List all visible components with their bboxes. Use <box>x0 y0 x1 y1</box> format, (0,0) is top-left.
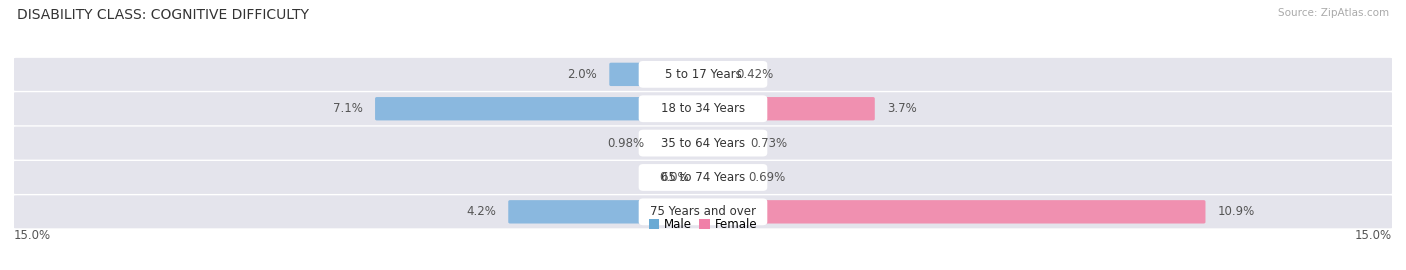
FancyBboxPatch shape <box>638 198 768 225</box>
Text: 18 to 34 Years: 18 to 34 Years <box>661 102 745 115</box>
Text: 75 Years and over: 75 Years and over <box>650 205 756 218</box>
FancyBboxPatch shape <box>508 200 704 224</box>
FancyBboxPatch shape <box>657 131 704 155</box>
FancyBboxPatch shape <box>638 130 768 157</box>
Text: 0.73%: 0.73% <box>751 137 787 150</box>
FancyBboxPatch shape <box>11 161 1395 194</box>
Text: 0.0%: 0.0% <box>659 171 689 184</box>
FancyBboxPatch shape <box>11 195 1395 228</box>
Text: Source: ZipAtlas.com: Source: ZipAtlas.com <box>1278 8 1389 18</box>
FancyBboxPatch shape <box>638 61 768 88</box>
Text: 15.0%: 15.0% <box>14 230 51 242</box>
Text: 2.0%: 2.0% <box>568 68 598 81</box>
FancyBboxPatch shape <box>638 95 768 122</box>
Text: 65 to 74 Years: 65 to 74 Years <box>661 171 745 184</box>
FancyBboxPatch shape <box>702 63 724 86</box>
FancyBboxPatch shape <box>11 58 1395 91</box>
Text: 7.1%: 7.1% <box>333 102 363 115</box>
Text: 4.2%: 4.2% <box>467 205 496 218</box>
Text: DISABILITY CLASS: COGNITIVE DIFFICULTY: DISABILITY CLASS: COGNITIVE DIFFICULTY <box>17 8 309 22</box>
FancyBboxPatch shape <box>702 97 875 120</box>
FancyBboxPatch shape <box>702 131 738 155</box>
Text: 10.9%: 10.9% <box>1218 205 1254 218</box>
Text: 5 to 17 Years: 5 to 17 Years <box>665 68 741 81</box>
FancyBboxPatch shape <box>11 127 1395 160</box>
FancyBboxPatch shape <box>702 200 1205 224</box>
FancyBboxPatch shape <box>638 164 768 191</box>
FancyBboxPatch shape <box>11 92 1395 125</box>
Text: 15.0%: 15.0% <box>1355 230 1392 242</box>
Text: 35 to 64 Years: 35 to 64 Years <box>661 137 745 150</box>
Text: 0.98%: 0.98% <box>607 137 644 150</box>
FancyBboxPatch shape <box>375 97 704 120</box>
FancyBboxPatch shape <box>702 166 737 189</box>
FancyBboxPatch shape <box>609 63 704 86</box>
Text: 0.42%: 0.42% <box>737 68 773 81</box>
Text: 3.7%: 3.7% <box>887 102 917 115</box>
Text: 0.69%: 0.69% <box>748 171 786 184</box>
Legend: Male, Female: Male, Female <box>644 213 762 235</box>
